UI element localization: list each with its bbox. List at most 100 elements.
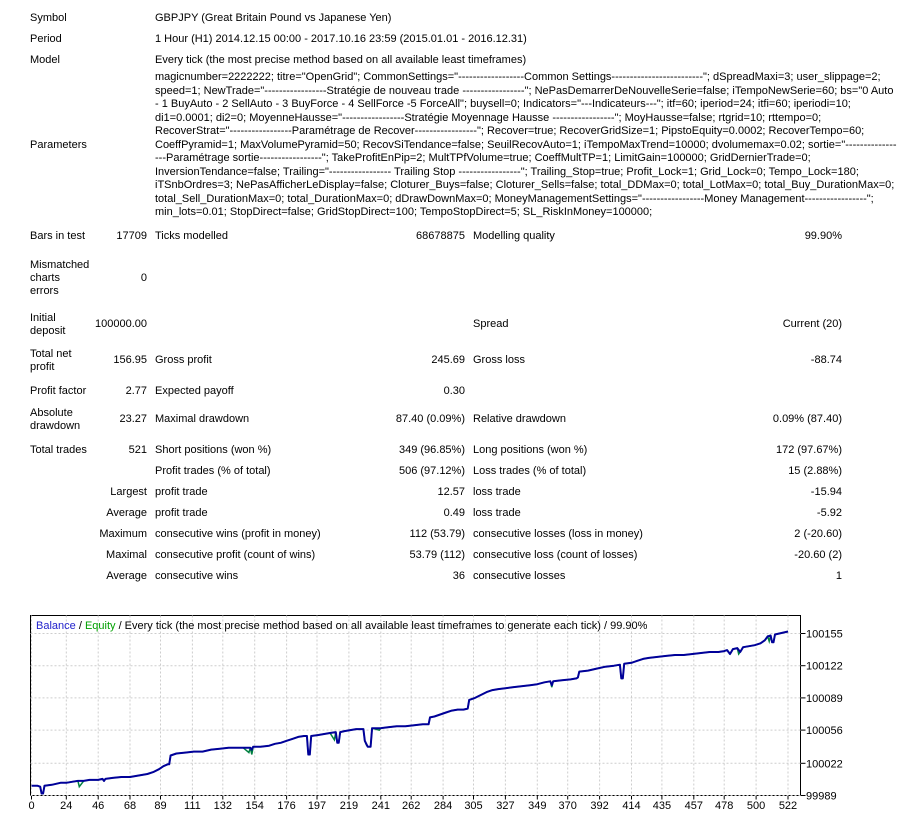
report-cell: consecutive loss (count of losses) -20.60… <box>473 545 842 566</box>
legend-balance: Balance <box>36 620 76 632</box>
stat-value: 17709 <box>116 229 147 242</box>
report-cell: Mismatched charts errors 0 <box>30 259 147 298</box>
x-tick-label: 262 <box>402 800 420 812</box>
stat-label: Ticks modelled <box>155 229 228 242</box>
report-cell: Total trades 521 <box>30 440 147 461</box>
stat-value: Maximum <box>99 527 147 540</box>
report-cell: Largest <box>30 482 147 503</box>
report-cell: profit trade 12.57 <box>155 482 465 503</box>
stat-label: consecutive loss (count of losses) <box>473 548 638 561</box>
x-tick-label: 370 <box>559 800 577 812</box>
report-cell: Average <box>30 566 147 587</box>
statistics-table: Bars in test 17709 Ticks modelled 68678875 M… <box>30 226 914 587</box>
stat-value: Average <box>106 506 147 519</box>
stat-value: 23.27 <box>119 413 147 425</box>
report-cell: Initial deposit 100000.00 <box>30 312 147 338</box>
x-tick-label: 284 <box>434 800 452 812</box>
stat-label: Total trades <box>30 443 87 456</box>
report-cell <box>155 312 465 338</box>
report-cell: Maximum <box>30 524 147 545</box>
report-cell: consecutive losses (loss in money) 2 (-20… <box>473 524 842 545</box>
stat-value: -5.92 <box>816 506 842 519</box>
report-cell: Spread Current (20) <box>473 312 842 338</box>
report-cell: Short positions (won %) 349 (96.85%) <box>155 440 465 461</box>
stat-value: 245.69 <box>431 354 465 366</box>
stat-label: Modelling quality <box>473 229 555 242</box>
stat-value: 156.95 <box>113 354 147 366</box>
report-cell: Ticks modelled 68678875 <box>155 226 465 247</box>
stat-value: 0.09% (87.40) <box>772 413 842 425</box>
x-tick-label: 414 <box>622 800 640 812</box>
x-tick-label: 241 <box>372 800 390 812</box>
stat-label: consecutive profit (count of wins) <box>155 548 316 561</box>
stat-label: profit trade <box>155 485 208 498</box>
parameters-label: Parameters <box>30 138 87 151</box>
stat-label: Profit trades (% of total) <box>155 464 271 477</box>
report-cell <box>473 259 842 298</box>
parameters-value: magicnumber=2222222; titre="OpenGrid"; C… <box>155 71 897 218</box>
report-cell: Absolute drawdown 23.27 <box>30 407 147 433</box>
report-row: Average consecutive wins 36 consecutive los… <box>30 566 914 587</box>
report-row: Total net profit 156.95 Gross profit 245.69… <box>30 348 914 374</box>
stat-label: Total net profit <box>30 347 72 373</box>
stat-label: Bars in test <box>30 229 86 242</box>
stat-label: Gross loss <box>473 354 525 366</box>
report-cell: Bars in test 17709 <box>30 226 147 247</box>
stat-value: 521 <box>128 443 147 456</box>
report-cell: Profit trades (% of total) 506 (97.12%) <box>155 461 465 482</box>
stat-label: Absolute drawdown <box>30 406 81 432</box>
stat-label: loss trade <box>473 506 521 519</box>
report-row: Profit trades (% of total) 506 (97.12%) Lo… <box>30 461 914 482</box>
report-row: Maximum consecutive wins (profit in money… <box>30 524 914 545</box>
balance-line <box>31 630 789 795</box>
report-cell: Loss trades (% of total) 15 (2.88%) <box>473 461 842 482</box>
report-cell: loss trade -15.94 <box>473 482 842 503</box>
stat-label: Initial deposit <box>30 311 66 337</box>
stat-label: Expected payoff <box>155 384 234 397</box>
x-tick-label: 176 <box>277 800 295 812</box>
stat-value: 2 (-20.60) <box>794 527 842 540</box>
x-tick-label: 24 <box>60 800 72 812</box>
stat-value: -88.74 <box>810 354 842 366</box>
stat-label: Spread <box>473 318 509 330</box>
parameters-row: Parameters magicnumber=2222222; titre="O… <box>30 71 914 220</box>
model-label: Model <box>30 54 60 66</box>
y-tick-label: 99989 <box>806 791 837 803</box>
stat-label: Maximal drawdown <box>155 413 250 425</box>
stat-label: Loss trades (% of total) <box>473 464 587 477</box>
report-cell: Gross profit 245.69 <box>155 348 465 374</box>
stat-value: 87.40 (0.09%) <box>395 413 465 425</box>
x-tick-label: 522 <box>779 800 797 812</box>
legend-equity: Equity <box>85 620 116 632</box>
report-cell: loss trade -5.92 <box>473 503 842 524</box>
x-tick-label: 132 <box>214 800 232 812</box>
x-tick-label: 89 <box>154 800 166 812</box>
stat-value: 349 (96.85%) <box>398 443 465 456</box>
period-value: 1 Hour (H1) 2014.12.15 00:00 - 2017.10.1… <box>155 32 527 45</box>
x-tick-label: 305 <box>464 800 482 812</box>
period-row: Period 1 Hour (H1) 2014.12.15 00:00 - 20… <box>30 29 914 50</box>
stat-label: Long positions (won %) <box>473 443 588 456</box>
x-tick-label: 68 <box>124 800 136 812</box>
y-tick-label: 100155 <box>806 629 843 641</box>
x-tick-label: 327 <box>496 800 514 812</box>
report-cell: Gross loss -88.74 <box>473 348 842 374</box>
report-row: Total trades 521 Short positions (won %) 34… <box>30 440 914 461</box>
report-cell: consecutive losses 1 <box>473 566 842 587</box>
stat-label: profit trade <box>155 506 208 519</box>
model-row: Model Every tick (the most precise metho… <box>30 50 914 71</box>
stat-label: Mismatched charts errors <box>30 258 90 297</box>
report-row: Initial deposit 100000.00 Spread Current (2… <box>30 312 914 338</box>
report-cell <box>155 259 465 298</box>
stat-value: 53.79 (112) <box>409 548 465 561</box>
report-cell: Maximal drawdown 87.40 (0.09%) <box>155 407 465 433</box>
x-tick-label: 500 <box>747 800 765 812</box>
report-row: Bars in test 17709 Ticks modelled 68678875 M… <box>30 226 914 247</box>
stat-value: 36 <box>452 569 465 582</box>
x-tick-label: 154 <box>246 800 264 812</box>
chart-legend: Balance / Equity / Every tick (the most … <box>36 620 648 632</box>
stat-label: Profit factor <box>30 384 87 397</box>
stat-value: 0.49 <box>443 506 465 519</box>
report-cell: Profit factor 2.77 <box>30 381 147 402</box>
stat-value: -20.60 (2) <box>794 548 842 561</box>
